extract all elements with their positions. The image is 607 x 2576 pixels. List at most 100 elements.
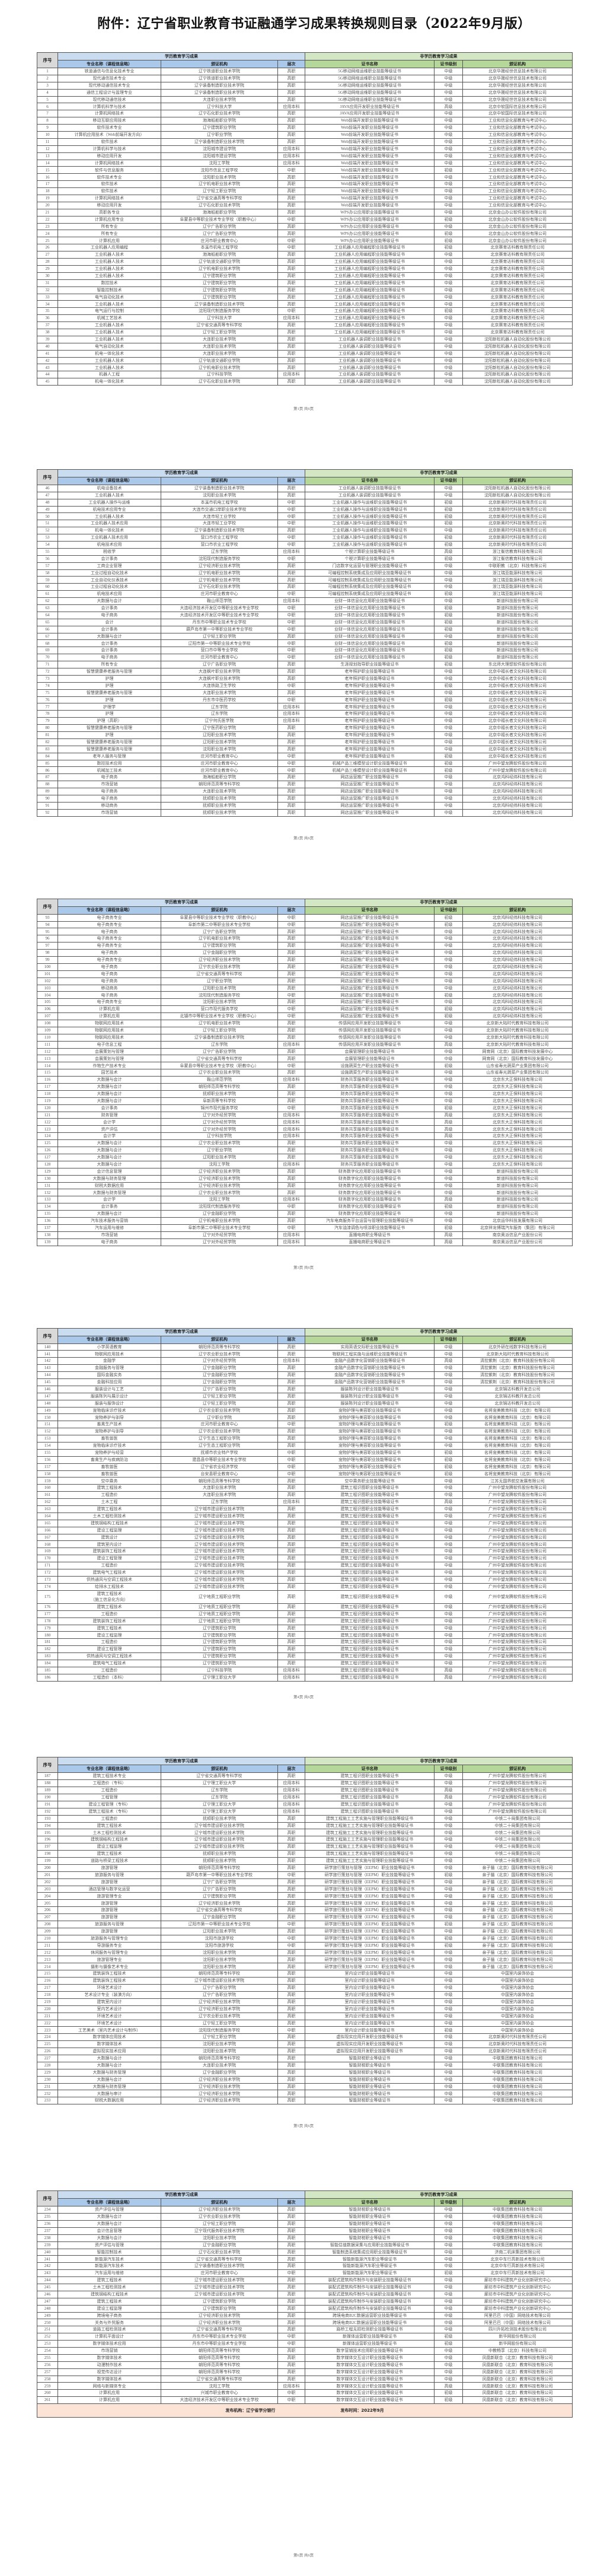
level-cell: 高职: [277, 1998, 305, 2006]
page-number: 第3页 共6页: [293, 1265, 314, 1270]
cert-name-cell: 室内设计职业技能等级证书: [305, 1970, 435, 1978]
major-cell: 建筑电气工程技术: [57, 1569, 161, 1577]
major-cell: 畜禽生产与疾病防治: [57, 1456, 161, 1464]
edu-issuer-cell: 庄河市职业教育中心: [161, 237, 278, 245]
cert-name-cell: 老年照护职业技能等级证书: [305, 689, 435, 697]
cert-level-cell: 中级: [434, 293, 463, 301]
level-cell: 高职: [277, 286, 305, 294]
cert-level-cell: 中级: [434, 208, 463, 216]
edu-issuer-cell: 辽宁省交通高等专科学校: [161, 321, 278, 329]
level-cell: 高职: [277, 781, 305, 789]
edu-issuer-cell: 朝阳师范高等专科学校: [161, 2368, 278, 2376]
cert-name-cell: 财务共享服务职业技能等级证书: [305, 1125, 435, 1133]
edu-issuer-cell: 辽宁石化职业技术学院: [161, 583, 278, 591]
cert-name-cell: 业财一体信息化应用职业技能等级证书: [305, 597, 435, 605]
seq-cell: 40: [37, 342, 58, 351]
major-cell: 国际金融实务: [57, 1371, 161, 1379]
seq-cell: 209: [37, 1927, 58, 1935]
cert-level-cell: 初级: [434, 1463, 463, 1471]
major-cell: 护理: [57, 731, 161, 739]
edu-issuer-cell: 沈阳城市建设学院: [161, 145, 278, 153]
seq-cell: 128: [37, 1160, 58, 1168]
level-cell: 高职: [277, 1575, 305, 1584]
cert-level-cell: 中级: [434, 349, 463, 358]
cert-name-cell: 业财一体信息化应用职业技能等级证书: [305, 604, 435, 612]
table-row: 200 旅游管理 朝阳师范高等专科学校 高职 研学旅行策划与管理（EEPM）职业技能等级…: [37, 1864, 573, 1872]
cert-issuer-cell: 凤凰新联合（北京）教育科技有限公司: [462, 2396, 573, 2405]
cert-issuer-cell: 北京新奥时代科技有限责任公司: [462, 527, 573, 535]
cert-name-cell: 传感网应用开发职业技能等级证书: [305, 1033, 435, 1042]
level-cell: 高职: [277, 1977, 305, 1985]
table-row: 244 建筑工程技术 辽宁城市建设职业技术学院 高职 装配式建筑构件制作与安装职业技能等…: [37, 2276, 573, 2284]
cert-name-cell: 老年照护职业技能等级证书: [305, 674, 435, 683]
level-cell: 高职: [277, 1526, 305, 1534]
cert-issuer-cell: 北京金山办公软件股份有限公司: [462, 222, 573, 231]
cert-level-cell: 中级: [434, 1069, 463, 1077]
cert-level-cell: 初级: [434, 534, 463, 542]
seq-cell: 38: [37, 328, 58, 336]
seq-cell: 141: [37, 1350, 58, 1358]
seq-cell: 130: [37, 1174, 58, 1183]
seq-cell: 261: [37, 2396, 58, 2405]
cert-name-cell: Web前端开发职业技能等级证书: [305, 173, 435, 182]
level-cell: 高职: [277, 1210, 305, 1218]
edu-issuer-cell: 葫芦岛市第一中等职业技术专业学校: [161, 625, 278, 633]
cert-issuer-cell: 北京赛育达科教有限责任公司: [462, 328, 573, 336]
major-cell: 新能源汽车技术: [57, 2255, 161, 2263]
edu-issuer-cell: 大连职业技术学院: [161, 2061, 278, 2069]
cert-level-cell: 中级: [434, 1526, 463, 1534]
cert-name-cell: 研学旅行策划与管理（EEPM）职业技能等级证书: [305, 1871, 435, 1879]
seq-cell: 220: [37, 2005, 58, 2013]
level-cell: 高职: [277, 1083, 305, 1091]
table-row: 186 工程造价（本科） 辽宁理工职业大学 应用本科 建筑工程识图职业技能等级证书 高级广…: [37, 1673, 573, 1682]
seq-cell: 3: [37, 81, 58, 90]
cert-name-cell: 建筑工程识图职业技能等级证书: [305, 1484, 435, 1492]
cert-level-cell: 中级: [434, 1491, 463, 1499]
cert-issuer-cell: 广州中望龙腾软件股份有限公司: [462, 1484, 573, 1492]
level-cell: 高职: [277, 1956, 305, 1964]
level-cell: 中职: [277, 654, 305, 662]
cert-name-cell: 网店运营推广职业技能等级证书: [305, 773, 435, 782]
cert-level-cell: 中级: [434, 1899, 463, 1908]
edu-issuer-cell: 沈阳现代制造服务学校: [161, 2026, 278, 2034]
cert-level-cell: 高级: [434, 1666, 463, 1674]
seq-cell: 53: [37, 534, 58, 542]
level-cell: 高职: [277, 928, 305, 936]
cert-level-cell: 初级: [434, 2340, 463, 2348]
cert-name-cell: 建筑工程施工工艺实施与管理职业技能等级证书: [305, 1843, 435, 1851]
table-row: 233 财税大数据应用 辽宁经济职业技术学院 高职 智能财税职业等级证书 中级 中联集团教育…: [37, 2097, 573, 2105]
edu-issuer-cell: 辽宁城市建设职业技术学院: [161, 1582, 278, 1591]
cert-name-cell: 财务数字化应用职业技能等级证书: [305, 1203, 435, 1211]
cert-issuer-cell: 北京赛育达科教有限责任公司: [462, 314, 573, 323]
cert-level-cell: 中级: [434, 1182, 463, 1190]
level-cell: 高职: [277, 1927, 305, 1935]
table-row: 174 给排水工程技术 辽宁城市建设职业技术学院 高职 建筑工程识图职业技能等级证书 中级…: [37, 1582, 573, 1591]
edu-issuer-cell: 大连职业技术学院: [161, 95, 278, 104]
edu-issuer-cell: 辽宁建筑职业学院: [161, 1659, 278, 1667]
table-row: 39 工业机器人技术 大连职业技术学院 高职 工业机器人装调职业技能等级证书 中级 沈阳新松…: [37, 335, 573, 343]
edu-issuer-cell: 辽宁农业职业技术学院: [161, 1406, 278, 1415]
edu-issuer-cell: 朝阳师范高等专科学校: [161, 2054, 278, 2062]
cert-name-cell: 财务数字化应用职业技能等级证书: [305, 1196, 435, 1204]
major-cell: 建筑工程技术: [57, 1505, 161, 1513]
cert-name-cell: 建筑工程识图职业技能等级证书: [305, 1519, 435, 1527]
major-cell: 智能控制技术: [57, 2248, 161, 2256]
seq-cell: 129: [37, 1167, 58, 1176]
edu-issuer-cell: 辽宁建筑职业学院: [161, 1624, 278, 1632]
edu-issuer-cell: 辽宁省交通高等专科学校: [161, 1906, 278, 1915]
level-cell: 高职: [277, 2220, 305, 2228]
cert-level-cell: 初级: [434, 625, 463, 633]
cert-level-cell: 中级: [434, 984, 463, 992]
major-cell: 建设工程监理: [57, 1843, 161, 1851]
cert-level-cell: 中级: [434, 74, 463, 82]
seq-cell: 64: [37, 611, 58, 619]
table-row: 23 所有专业 辽宁广告职业学院 高职 WPS办公应用职业技能等级证书 中级 北京金山办公软…: [37, 222, 573, 231]
seq-cell: 99: [37, 956, 58, 964]
cert-level-cell: 初级: [434, 1871, 463, 1879]
level-cell: 高职: [277, 2061, 305, 2069]
cert-issuer-cell: 南京奥派信息产业股份公司: [462, 1231, 573, 1239]
seq-cell: 48: [37, 498, 58, 507]
cert-name-cell: 研学旅行策划与管理（EEPM）职业技能等级证书: [305, 1892, 435, 1900]
seq-cell: 77: [37, 703, 58, 711]
seq-cell: 247: [37, 2297, 58, 2306]
